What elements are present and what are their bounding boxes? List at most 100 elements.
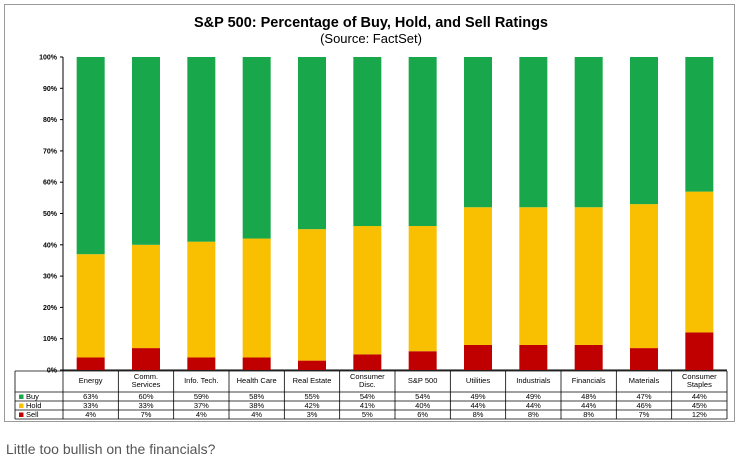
table-cell-sell: 8% (583, 410, 594, 419)
bar-segment-buy (76, 57, 105, 255)
stacked-bar-chart: S&P 500: Percentage of Buy, Hold, and Se… (14, 15, 728, 420)
table-cell-buy: 49% (470, 392, 485, 401)
bar-segment-sell (242, 357, 271, 370)
table-cell-hold: 33% (138, 401, 153, 410)
category-label: Materials (629, 376, 660, 385)
category-label: Consumer Disc. (350, 372, 385, 389)
bar-segment-hold (519, 207, 548, 345)
table-cell-hold: 40% (415, 401, 430, 410)
y-tick-label: 70% (43, 148, 58, 155)
y-tick-label: 50% (43, 211, 58, 218)
bar-segment-sell (187, 357, 216, 370)
bars (76, 57, 714, 370)
bar-segment-buy (464, 57, 492, 208)
bar-segment-sell (574, 344, 603, 370)
category-label: Health Care (237, 376, 277, 385)
bar-segment-buy (242, 57, 271, 239)
table-cell-sell: 7% (141, 410, 152, 419)
legend-swatch-hold (19, 403, 24, 408)
legend-swatch-buy (19, 394, 24, 399)
category-label: Financials (572, 376, 606, 385)
category-label-line: Services (132, 380, 161, 389)
table-cell-sell: 6% (417, 410, 428, 419)
bar-segment-hold (685, 191, 714, 333)
category-label: Consumer Staples (682, 372, 717, 389)
legend-label-buy: Buy (26, 392, 39, 401)
table-cell-buy: 48% (581, 392, 596, 401)
bar-segment-sell (298, 360, 326, 370)
table-cell-buy: 49% (526, 392, 541, 401)
bar-segment-buy (132, 57, 160, 245)
bar-segment-buy (187, 57, 216, 242)
table-cell-hold: 44% (470, 401, 485, 410)
y-tick-label: 40% (43, 242, 58, 249)
table-cell-hold: 44% (526, 401, 541, 410)
category-label: Info. Tech. (184, 376, 218, 385)
bar-segment-hold (574, 207, 603, 345)
table-cell-hold: 45% (692, 401, 707, 410)
table-cell-hold: 42% (304, 401, 319, 410)
table-cell-buy: 54% (360, 392, 375, 401)
chart-frame: S&P 500: Percentage of Buy, Hold, and Se… (4, 4, 735, 422)
category-label: S&P 500 (408, 376, 437, 385)
table-cell-sell: 8% (473, 410, 484, 419)
bar-segment-sell (519, 344, 548, 370)
table-cell-sell: 7% (639, 410, 650, 419)
bar-segment-buy (298, 57, 326, 230)
bar-segment-hold (132, 244, 160, 349)
legend-label-hold: Hold (26, 401, 41, 410)
y-tick-label: 60% (43, 180, 58, 187)
bar-segment-sell (630, 348, 658, 370)
table-cell-hold: 44% (581, 401, 596, 410)
chart-title: S&P 500: Percentage of Buy, Hold, and Se… (194, 15, 548, 31)
table-cell-sell: 5% (362, 410, 373, 419)
category-label-line: Comm. (134, 372, 158, 381)
table-cell-buy: 44% (692, 392, 707, 401)
bar-segment-buy (353, 57, 382, 227)
bar-segment-sell (132, 348, 160, 370)
legend-label-sell: Sell (26, 410, 39, 419)
table-cell-sell: 4% (251, 410, 262, 419)
table-cell-buy: 54% (415, 392, 430, 401)
chart-subtitle: (Source: FactSet) (320, 31, 422, 46)
data-table: Buy 63% 60% 59% 58% 55% 54% 54% 49% 49% 48% 47% 44% H… (14, 371, 727, 420)
y-tick-label: 80% (43, 117, 58, 124)
category-label-line: Staples (687, 380, 712, 389)
category-label-line: Consumer (350, 372, 385, 381)
table-cell-sell: 3% (307, 410, 318, 419)
bar-segment-hold (464, 207, 492, 345)
table-cell-hold: 46% (636, 401, 651, 410)
bar-segment-sell (353, 354, 382, 370)
category-label: Real Estate (293, 376, 332, 385)
bar-segment-hold (298, 229, 326, 361)
bar-segment-hold (76, 254, 105, 358)
category-label-line: Disc. (359, 380, 376, 389)
bar-segment-sell (464, 344, 492, 370)
bar-segment-hold (408, 226, 437, 352)
bar-segment-sell (408, 351, 437, 370)
table-cell-buy: 59% (194, 392, 209, 401)
bar-segment-hold (630, 204, 658, 349)
y-tick-label: 30% (43, 274, 58, 281)
category-label: Industrials (516, 376, 550, 385)
table-cell-buy: 47% (636, 392, 651, 401)
bar-segment-buy (574, 57, 603, 208)
table-cell-hold: 41% (360, 401, 375, 410)
bar-segment-hold (353, 226, 382, 355)
category-label-line: Consumer (682, 372, 717, 381)
table-cell-sell: 8% (528, 410, 539, 419)
category-label: Energy (79, 376, 103, 385)
bar-segment-buy (519, 57, 548, 208)
table-cell-sell: 4% (196, 410, 207, 419)
bar-segment-buy (408, 57, 437, 227)
bar-segment-buy (630, 57, 658, 205)
table-cell-hold: 37% (194, 401, 209, 410)
bar-segment-hold (187, 241, 216, 358)
legend-swatch-sell (19, 412, 24, 417)
table-cell-buy: 58% (249, 392, 264, 401)
y-tick-label: 90% (43, 86, 58, 93)
table-cell-sell: 4% (85, 410, 96, 419)
table-cell-hold: 33% (83, 401, 98, 410)
bar-segment-buy (685, 57, 714, 192)
category-label: Utilities (466, 376, 490, 385)
